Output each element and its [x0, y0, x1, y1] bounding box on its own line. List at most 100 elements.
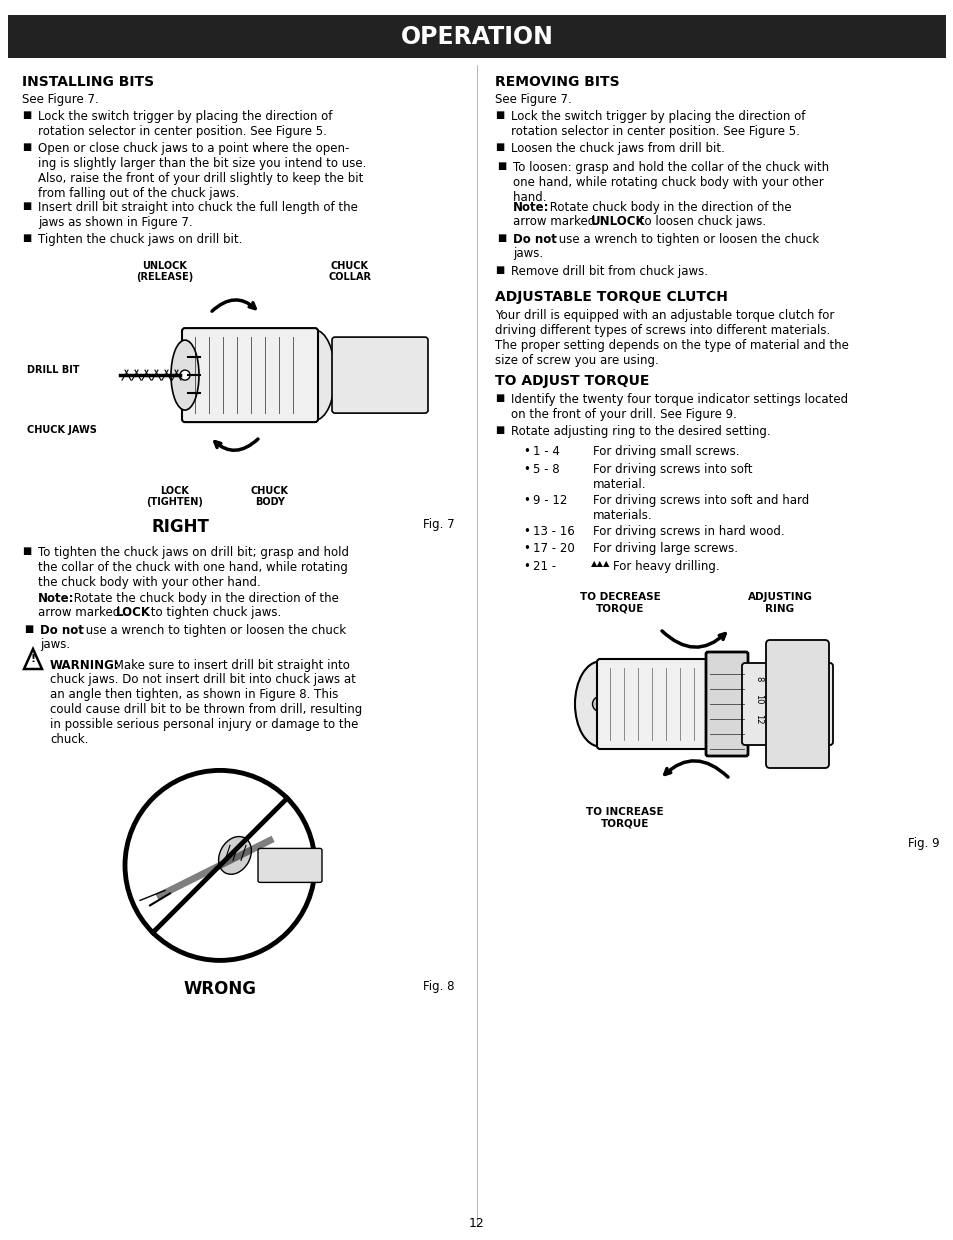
- Ellipse shape: [592, 697, 607, 712]
- Text: For driving screws into soft and hard
materials.: For driving screws into soft and hard ma…: [593, 494, 808, 522]
- FancyBboxPatch shape: [332, 337, 428, 413]
- Text: arrow marked: arrow marked: [513, 215, 598, 227]
- Text: Rotate adjusting ring to the desired setting.: Rotate adjusting ring to the desired set…: [511, 424, 770, 438]
- Text: 12: 12: [469, 1216, 484, 1230]
- Text: 13 - 16: 13 - 16: [533, 525, 574, 537]
- Text: ■: ■: [495, 110, 504, 120]
- Text: use a wrench to tighten or loosen the chuck: use a wrench to tighten or loosen the ch…: [82, 624, 346, 637]
- Text: ■: ■: [24, 624, 33, 634]
- Text: WRONG: WRONG: [183, 980, 256, 998]
- Text: Remove drill bit from chuck jaws.: Remove drill bit from chuck jaws.: [511, 265, 707, 278]
- Ellipse shape: [294, 330, 335, 420]
- Text: ■: ■: [495, 393, 504, 403]
- Text: ■: ■: [495, 143, 504, 153]
- Text: ■: ■: [22, 110, 31, 120]
- Text: •: •: [522, 525, 529, 537]
- Text: For heavy drilling.: For heavy drilling.: [613, 559, 719, 573]
- FancyBboxPatch shape: [257, 848, 322, 883]
- Text: ■: ■: [495, 424, 504, 434]
- Text: ■: ■: [22, 201, 31, 211]
- Text: See Figure 7.: See Figure 7.: [22, 93, 99, 105]
- Text: UNLOCK: UNLOCK: [590, 215, 645, 227]
- Text: DRILL BIT: DRILL BIT: [27, 365, 79, 376]
- Text: TO ADJUST TORQUE: TO ADJUST TORQUE: [495, 373, 649, 388]
- Text: Fig. 9: Fig. 9: [907, 837, 939, 849]
- Text: Rotate the chuck body in the direction of the: Rotate the chuck body in the direction o…: [70, 591, 338, 605]
- Text: ■: ■: [22, 546, 31, 556]
- Text: LOCK
(TIGHTEN): LOCK (TIGHTEN): [147, 486, 203, 507]
- Text: See Figure 7.: See Figure 7.: [495, 93, 571, 105]
- Text: RIGHT: RIGHT: [151, 517, 209, 536]
- Text: 8: 8: [753, 676, 762, 682]
- Ellipse shape: [575, 661, 624, 746]
- Text: Do not: Do not: [40, 624, 84, 637]
- Text: Your drill is equipped with an adjustable torque clutch for
driving different ty: Your drill is equipped with an adjustabl…: [495, 309, 848, 367]
- Text: For driving large screws.: For driving large screws.: [593, 542, 738, 556]
- Text: Lock the switch trigger by placing the direction of
rotation selector in center : Lock the switch trigger by placing the d…: [511, 110, 804, 138]
- FancyBboxPatch shape: [182, 329, 317, 422]
- Text: ADJUSTABLE TORQUE CLUTCH: ADJUSTABLE TORQUE CLUTCH: [495, 289, 727, 304]
- Text: ■: ■: [22, 233, 31, 243]
- Text: OPERATION: OPERATION: [400, 25, 553, 48]
- Text: •: •: [522, 463, 529, 475]
- Text: jaws.: jaws.: [40, 637, 71, 651]
- Text: CHUCK
COLLAR: CHUCK COLLAR: [328, 260, 371, 283]
- FancyBboxPatch shape: [741, 663, 832, 745]
- Text: Lock the switch trigger by placing the direction of
rotation selector in center : Lock the switch trigger by placing the d…: [38, 110, 332, 138]
- Text: to tighten chuck jaws.: to tighten chuck jaws.: [147, 605, 281, 619]
- Text: arrow marked: arrow marked: [38, 605, 124, 619]
- Text: ■: ■: [495, 265, 504, 275]
- Text: Tighten the chuck jaws on drill bit.: Tighten the chuck jaws on drill bit.: [38, 233, 242, 246]
- FancyBboxPatch shape: [765, 640, 828, 768]
- Text: Insert drill bit straight into chuck the full length of the
jaws as shown in Fig: Insert drill bit straight into chuck the…: [38, 201, 357, 229]
- Text: Loosen the chuck jaws from drill bit.: Loosen the chuck jaws from drill bit.: [511, 143, 724, 155]
- Text: TO DECREASE
TORQUE: TO DECREASE TORQUE: [579, 591, 659, 614]
- Text: chuck jaws. Do not insert drill bit into chuck jaws at
an angle then tighten, as: chuck jaws. Do not insert drill bit into…: [50, 672, 362, 745]
- Text: 9 - 12: 9 - 12: [533, 494, 567, 506]
- Text: use a wrench to tighten or loosen the chuck: use a wrench to tighten or loosen the ch…: [555, 233, 819, 246]
- Text: 10: 10: [753, 693, 762, 704]
- Bar: [8, 15, 945, 58]
- Text: For driving screws into soft
material.: For driving screws into soft material.: [593, 463, 752, 491]
- Text: UNLOCK
(RELEASE): UNLOCK (RELEASE): [136, 260, 193, 283]
- Text: ■: ■: [497, 160, 506, 171]
- Text: 5 - 8: 5 - 8: [533, 463, 559, 475]
- Text: WARNING:: WARNING:: [50, 658, 120, 672]
- Text: •: •: [522, 494, 529, 506]
- Text: CHUCK JAWS: CHUCK JAWS: [27, 425, 97, 435]
- Text: CHUCK
BODY: CHUCK BODY: [251, 486, 289, 507]
- Text: Note:: Note:: [513, 201, 549, 215]
- Text: !: !: [30, 653, 35, 663]
- Text: 21 -: 21 -: [533, 559, 556, 573]
- Text: •: •: [522, 445, 529, 458]
- Text: REMOVING BITS: REMOVING BITS: [495, 74, 619, 89]
- Text: 1 - 4: 1 - 4: [533, 445, 559, 458]
- Text: Fig. 8: Fig. 8: [423, 980, 455, 993]
- Text: to loosen chuck jaws.: to loosen chuck jaws.: [636, 215, 765, 227]
- FancyBboxPatch shape: [705, 652, 747, 756]
- Text: For driving screws in hard wood.: For driving screws in hard wood.: [593, 525, 783, 537]
- Text: Open or close chuck jaws to a point where the open-
ing is slightly larger than : Open or close chuck jaws to a point wher…: [38, 143, 366, 200]
- Text: Fig. 7: Fig. 7: [423, 517, 455, 531]
- Text: Note:: Note:: [38, 591, 74, 605]
- Text: •: •: [522, 542, 529, 556]
- Text: INSTALLING BITS: INSTALLING BITS: [22, 74, 154, 89]
- Ellipse shape: [180, 370, 190, 381]
- FancyBboxPatch shape: [597, 658, 718, 749]
- Text: To loosen: grasp and hold the collar of the chuck with
one hand, while rotating : To loosen: grasp and hold the collar of …: [513, 160, 828, 203]
- Text: 12: 12: [753, 714, 762, 724]
- Text: jaws.: jaws.: [513, 247, 542, 259]
- Text: To tighten the chuck jaws on drill bit; grasp and hold
the collar of the chuck w: To tighten the chuck jaws on drill bit; …: [38, 546, 349, 589]
- Text: ▲▲▲: ▲▲▲: [590, 559, 610, 568]
- Text: TO INCREASE
TORQUE: TO INCREASE TORQUE: [585, 807, 663, 828]
- Text: ■: ■: [497, 233, 506, 243]
- Text: Rotate chuck body in the direction of the: Rotate chuck body in the direction of th…: [545, 201, 791, 215]
- Text: LOCK: LOCK: [116, 605, 151, 619]
- Text: For driving small screws.: For driving small screws.: [593, 445, 739, 458]
- Text: ADJUSTING
RING: ADJUSTING RING: [747, 591, 812, 614]
- Text: Identify the twenty four torque indicator settings located
on the front of your : Identify the twenty four torque indicato…: [511, 393, 847, 420]
- Text: ■: ■: [22, 143, 31, 153]
- Text: 17 - 20: 17 - 20: [533, 542, 574, 556]
- Text: Make sure to insert drill bit straight into: Make sure to insert drill bit straight i…: [110, 658, 350, 672]
- Ellipse shape: [171, 340, 199, 410]
